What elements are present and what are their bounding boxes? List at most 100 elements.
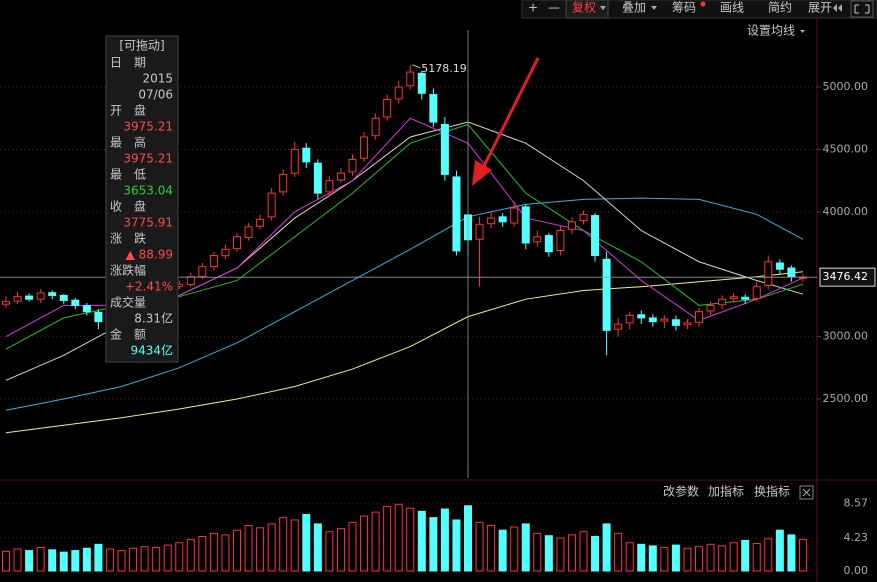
close-button[interactable] bbox=[799, 485, 814, 500]
candle-body bbox=[567, 221, 576, 230]
candle-body bbox=[279, 173, 288, 193]
candle-body bbox=[544, 235, 553, 253]
volume-bar bbox=[775, 529, 784, 572]
ma-line bbox=[5, 197, 804, 411]
candle-body bbox=[683, 322, 692, 326]
value: 3975.21 bbox=[123, 152, 173, 166]
volume-bar bbox=[152, 546, 161, 572]
candle-body bbox=[625, 314, 634, 324]
volume-bar bbox=[706, 543, 715, 572]
volume-bar bbox=[198, 535, 207, 572]
y-tick-label: 2500.00 bbox=[823, 392, 869, 405]
candle-body bbox=[591, 215, 600, 257]
volume-bar bbox=[637, 543, 646, 572]
volume-bar bbox=[406, 507, 415, 572]
volume-bar bbox=[302, 513, 311, 572]
label: 最 低 bbox=[110, 168, 146, 182]
volume-bar bbox=[48, 549, 57, 572]
info-panel: [可拖动] 日 期 2015 07/06 开 盘 3975.21 最 高 397… bbox=[105, 35, 179, 363]
volume-bar bbox=[394, 503, 403, 572]
volume-bar bbox=[383, 506, 392, 572]
candle-body bbox=[487, 217, 496, 225]
candle-body bbox=[429, 94, 438, 123]
panel-bg bbox=[105, 35, 179, 363]
label: 金 额 bbox=[110, 327, 146, 342]
volume-bar bbox=[140, 546, 149, 572]
label: 最 高 bbox=[110, 135, 146, 150]
volume-bar bbox=[671, 544, 680, 572]
candle-body bbox=[660, 318, 669, 322]
candle-body bbox=[267, 192, 276, 218]
volume-bar bbox=[209, 532, 218, 572]
volume-bar bbox=[648, 545, 657, 572]
candle-body bbox=[244, 226, 253, 238]
candle-body bbox=[48, 292, 57, 296]
value: 2015 bbox=[142, 72, 173, 86]
volume-bar bbox=[221, 534, 230, 572]
ma-setting[interactable]: 设置均线 bbox=[747, 24, 795, 38]
value: 9434亿 bbox=[130, 343, 173, 358]
toolbar-button[interactable]: 画线 bbox=[720, 1, 744, 15]
label: 涨跌幅 bbox=[110, 263, 146, 278]
volume-bar bbox=[544, 535, 553, 572]
volume-bar bbox=[695, 546, 703, 572]
label: 涨 跌 bbox=[110, 231, 146, 246]
toolbar-button[interactable]: 筹码 bbox=[672, 1, 696, 15]
volume-bar bbox=[175, 542, 184, 572]
volume-bar bbox=[533, 532, 542, 572]
candle-body bbox=[383, 99, 392, 118]
peak-label: 5178.19 bbox=[421, 62, 467, 75]
volume-bar bbox=[13, 548, 22, 572]
volume-bar bbox=[348, 521, 357, 572]
toolbar-button[interactable]: 展开 bbox=[808, 1, 832, 15]
candle-body bbox=[521, 206, 530, 244]
volume-bar bbox=[279, 517, 288, 572]
volume-bar bbox=[718, 545, 727, 572]
fullscreen-icon bbox=[854, 4, 870, 14]
volume-bar bbox=[313, 523, 322, 572]
volume-bar bbox=[660, 546, 669, 572]
y-tick-label: 5000.00 bbox=[823, 80, 869, 93]
volume-bar bbox=[325, 531, 334, 572]
candle-body bbox=[510, 207, 519, 224]
volume-bar bbox=[163, 544, 172, 572]
toolbar-button[interactable]: + bbox=[528, 1, 538, 15]
y-tick-label: 4500.00 bbox=[823, 142, 869, 155]
candle-body bbox=[671, 319, 680, 326]
candle-body bbox=[360, 136, 369, 159]
candle-body bbox=[556, 230, 565, 252]
toolbar-button[interactable]: 复权 bbox=[572, 1, 596, 15]
volume-bar bbox=[256, 527, 265, 572]
candle-body bbox=[233, 236, 241, 250]
label: 成交量 bbox=[110, 295, 146, 310]
label: 日 期 bbox=[110, 56, 146, 70]
peak-leader bbox=[412, 64, 421, 69]
panel-button[interactable]: 改参数 bbox=[663, 484, 699, 499]
candle-body bbox=[637, 314, 646, 319]
candle-body bbox=[348, 158, 357, 173]
toolbar-button[interactable]: 叠加 bbox=[622, 1, 646, 15]
volume-bar bbox=[683, 547, 692, 572]
fullscreen-button[interactable] bbox=[850, 0, 874, 18]
candle-body bbox=[2, 301, 10, 305]
value: 07/06 bbox=[138, 88, 173, 102]
panel-button[interactable]: 换指标 bbox=[754, 484, 790, 499]
panel-button[interactable]: 加指标 bbox=[708, 484, 744, 499]
volume-bar bbox=[787, 534, 796, 572]
toolbar-button[interactable]: — bbox=[548, 1, 560, 15]
value: 3653.04 bbox=[123, 184, 173, 198]
volume-bar bbox=[429, 517, 438, 572]
y-tick-label: 0.00 bbox=[844, 564, 869, 577]
candle-body bbox=[498, 216, 507, 223]
volume-bar bbox=[567, 534, 576, 572]
volume-bar bbox=[521, 523, 530, 572]
price-label-bg bbox=[819, 267, 876, 287]
volume-bar bbox=[510, 526, 519, 572]
volume-bar bbox=[129, 547, 138, 572]
candle-body bbox=[59, 294, 68, 301]
candle-body bbox=[718, 298, 727, 306]
volume-bar bbox=[498, 529, 507, 572]
toolbar-button[interactable]: 简约 bbox=[768, 0, 792, 15]
candle-body bbox=[775, 262, 784, 270]
